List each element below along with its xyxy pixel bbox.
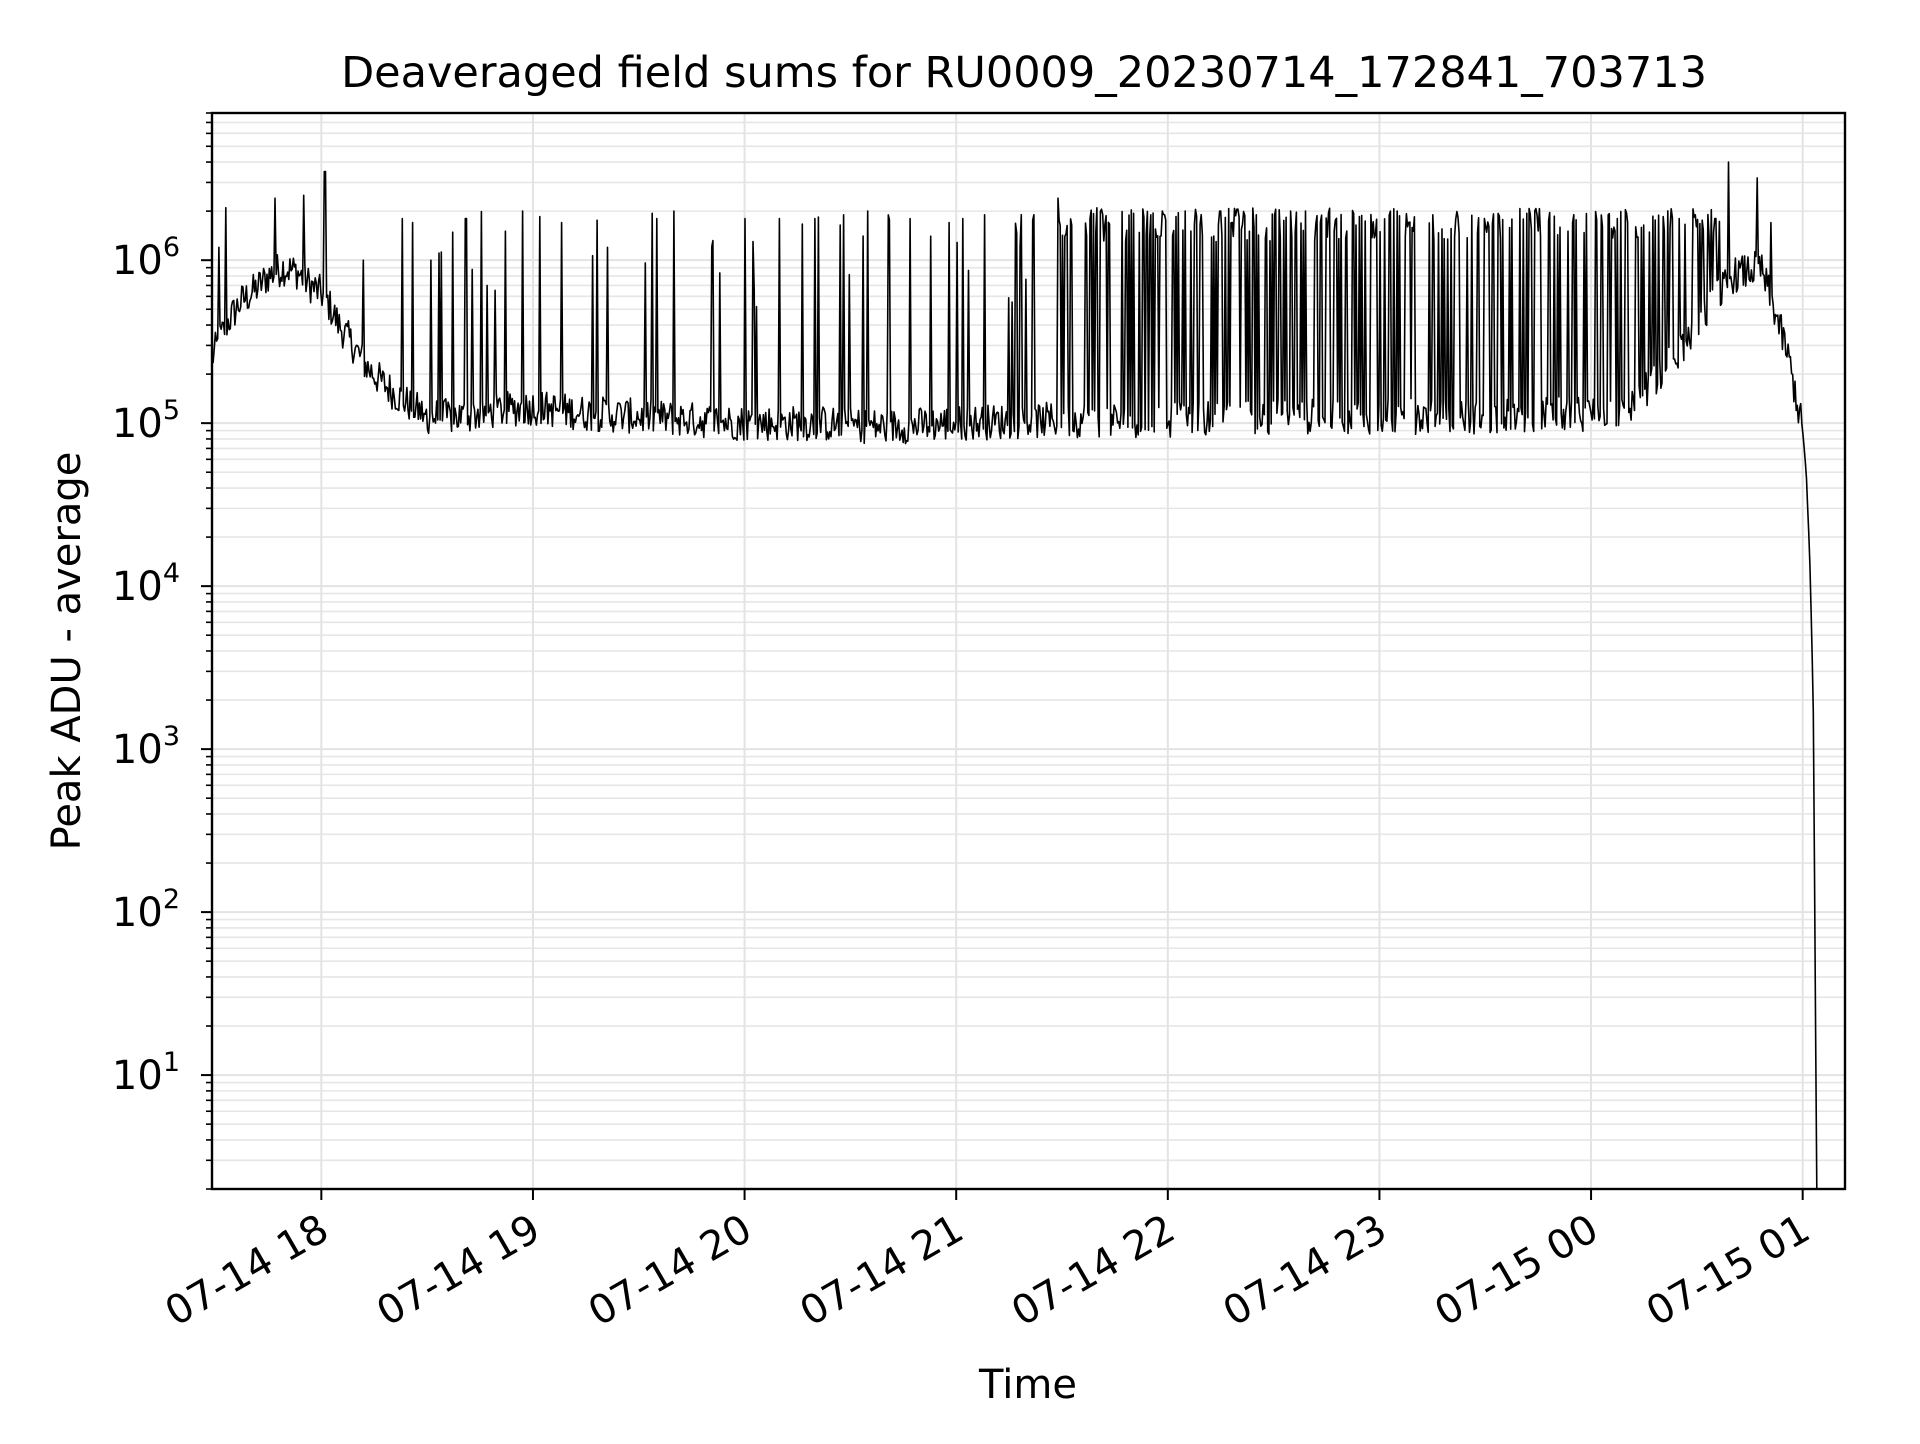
y-tick-label: 105: [112, 395, 180, 447]
x-tick-label: 07-14 22: [1004, 1206, 1183, 1336]
x-tick-label: 07-14 20: [581, 1206, 760, 1336]
x-tick-label: 07-14 23: [1216, 1206, 1395, 1336]
y-tick-label: 103: [112, 721, 180, 773]
x-axis-ticks: 07-14 18 07-14 19 07-14 20 07-14 21 07-14 22…: [158, 1189, 1818, 1336]
data-series: [212, 161, 1818, 1189]
x-tick-label: 07-14 18: [158, 1206, 337, 1336]
y-axis-label: Peak ADU - average: [44, 452, 90, 851]
y-tick-label: 101: [112, 1047, 180, 1099]
x-tick-label: 07-15 01: [1639, 1206, 1818, 1336]
y-axis-ticks: 101 102 103 104 105 106: [112, 112, 212, 1190]
y-tick-label: 106: [112, 232, 180, 284]
y-tick-label: 102: [112, 884, 180, 936]
grid: [212, 112, 1845, 1190]
y-tick-label: 104: [112, 558, 180, 610]
series-line: [212, 161, 1818, 1189]
x-tick-label: 07-15 00: [1427, 1206, 1606, 1336]
x-tick-label: 07-14 19: [369, 1206, 548, 1336]
chart-title: Deaveraged field sums for RU0009_2023071…: [341, 48, 1707, 98]
x-tick-label: 07-14 21: [792, 1206, 971, 1336]
x-axis-label: Time: [978, 1362, 1077, 1408]
